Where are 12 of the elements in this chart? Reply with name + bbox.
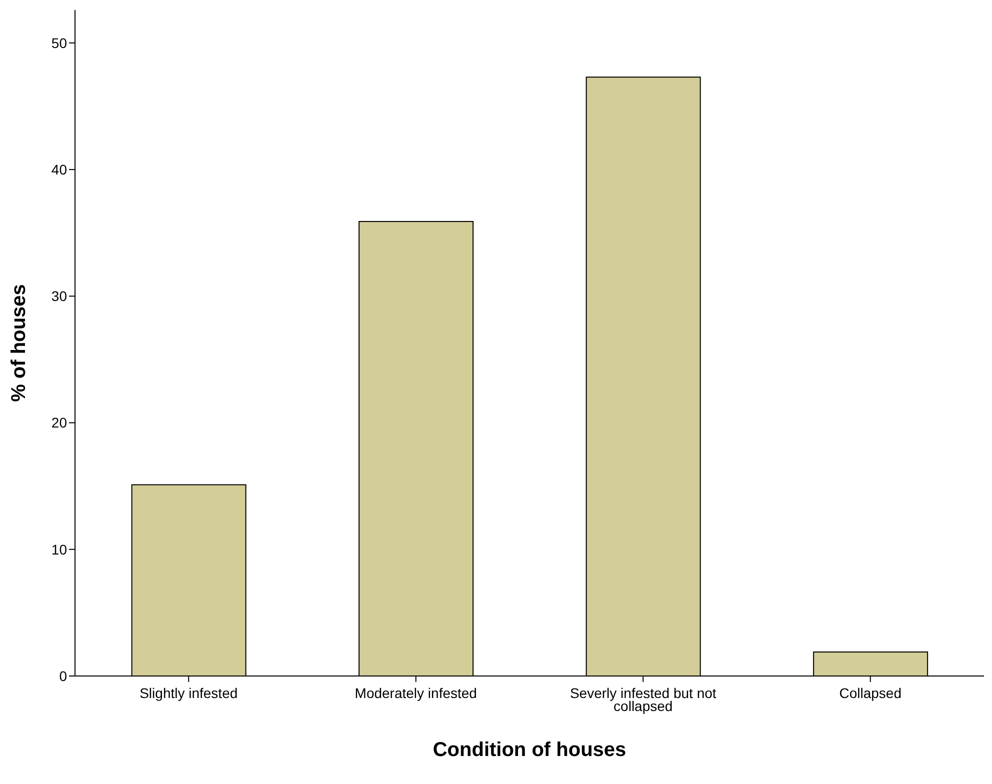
x-tick-label: Severly infested but not collapsed xyxy=(570,685,716,714)
y-tick-label: 50 xyxy=(51,34,68,51)
y-tick-label: 10 xyxy=(51,541,68,558)
y-tick-label: 40 xyxy=(51,162,68,178)
y-axis-title: % of houses xyxy=(8,284,30,402)
x-tick-label: Slightly infested xyxy=(140,685,238,701)
y-tick-label: 0 xyxy=(59,668,68,684)
x-tick-label: Moderately infested xyxy=(354,685,477,701)
y-tick-label: 30 xyxy=(51,288,68,304)
y-tick-label: 20 xyxy=(51,414,68,431)
x-tick-label: Collapsed xyxy=(839,685,902,701)
x-axis-title: Condition of houses xyxy=(432,739,626,761)
